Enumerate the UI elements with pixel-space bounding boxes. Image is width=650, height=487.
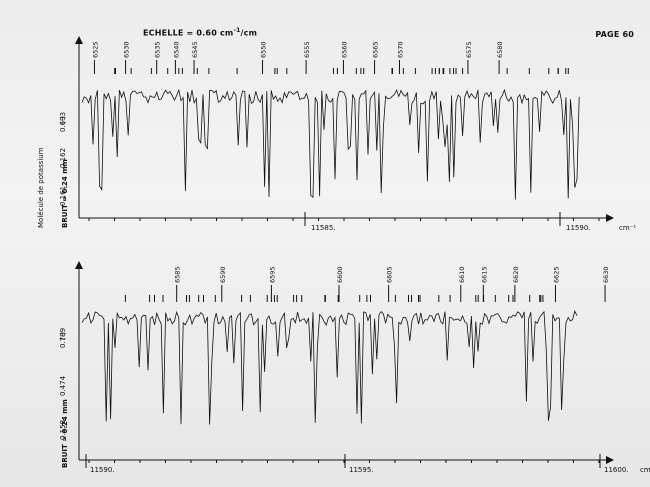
x-tick-label: 11590. bbox=[566, 224, 591, 232]
y-tick-label: 0.161 bbox=[59, 186, 67, 206]
line-number-label: 6595 bbox=[268, 266, 276, 283]
scale-label-sup: -1 bbox=[233, 27, 241, 34]
x-axis-arrow bbox=[606, 456, 614, 464]
line-number-label: 6615 bbox=[480, 266, 488, 283]
line-number-label: 6550 bbox=[260, 41, 268, 58]
spectrum-panel-1: 11585. 11590. cm⁻¹ 0.693 0.162 0.161 (-) BRUIT … bbox=[59, 36, 636, 232]
y-tick-label: 0.789 bbox=[59, 328, 67, 348]
page-label: PAGE 60 bbox=[595, 30, 634, 39]
noise-label: BRUIT = 0.24 mm bbox=[61, 159, 69, 228]
line-number-label: 6570 bbox=[396, 41, 404, 58]
line-number-label: 6620 bbox=[512, 266, 520, 283]
scale-label-tail: /cm bbox=[240, 28, 258, 38]
x-tick-label: 11585. bbox=[311, 224, 336, 232]
line-number-label: 6625 bbox=[552, 266, 560, 283]
spectrum-trace bbox=[81, 88, 580, 200]
line-number-label: 6585 bbox=[174, 266, 182, 283]
y-tick-label: 0.474 bbox=[59, 375, 67, 396]
y-axis-arrow bbox=[75, 261, 83, 269]
line-number-label: 6590 bbox=[219, 266, 227, 283]
x-tick-label: 11590. bbox=[90, 466, 115, 474]
y-tick-label: 0.162 bbox=[59, 148, 67, 168]
line-number-label: 6560 bbox=[340, 41, 348, 58]
y-tick-label: (-) bbox=[59, 116, 67, 124]
x-tick-label: 11595. bbox=[349, 466, 374, 474]
x-axis-label: cm bbox=[640, 466, 650, 474]
y-tick-label: 0.158 bbox=[59, 420, 67, 440]
line-number-label: 6580 bbox=[496, 41, 504, 58]
y-tick-label: (-) bbox=[59, 332, 67, 340]
line-number-label: 6545 bbox=[191, 41, 199, 58]
noise-label: BRUIT = 0.24 mm bbox=[61, 399, 69, 468]
y-axis-arrow bbox=[75, 36, 83, 44]
line-number-label: 6555 bbox=[303, 41, 311, 58]
x-axis-arrow bbox=[606, 214, 614, 222]
line-number-label: 6610 bbox=[458, 266, 466, 283]
line-number-label: 6600 bbox=[336, 266, 344, 283]
spectrum-trace bbox=[81, 310, 578, 425]
scale-label-main: ECHELLE = 0.60 cm bbox=[143, 28, 234, 38]
line-number-label: 6535 bbox=[154, 41, 162, 58]
x-tick-label: 11600. bbox=[604, 466, 629, 474]
line-number-label: 6565 bbox=[372, 41, 380, 58]
line-number-label: 6630 bbox=[602, 266, 610, 283]
line-number-label: 6605 bbox=[386, 266, 394, 283]
spectrum-panel-2: 11590. 11595. 11600. cm 0.789 0.474 0.158 (-) BR… bbox=[59, 261, 650, 474]
scale-label: ECHELLE = 0.60 cm-1/cm bbox=[143, 27, 257, 38]
x-axis-label: cm⁻¹ bbox=[619, 224, 636, 232]
line-number-label: 6530 bbox=[123, 41, 131, 58]
line-number-label: 6575 bbox=[465, 41, 473, 58]
y-tick-label: 0.693 bbox=[59, 112, 67, 132]
line-number-label: 6525 bbox=[91, 41, 99, 58]
line-number-label: 6540 bbox=[172, 41, 180, 58]
